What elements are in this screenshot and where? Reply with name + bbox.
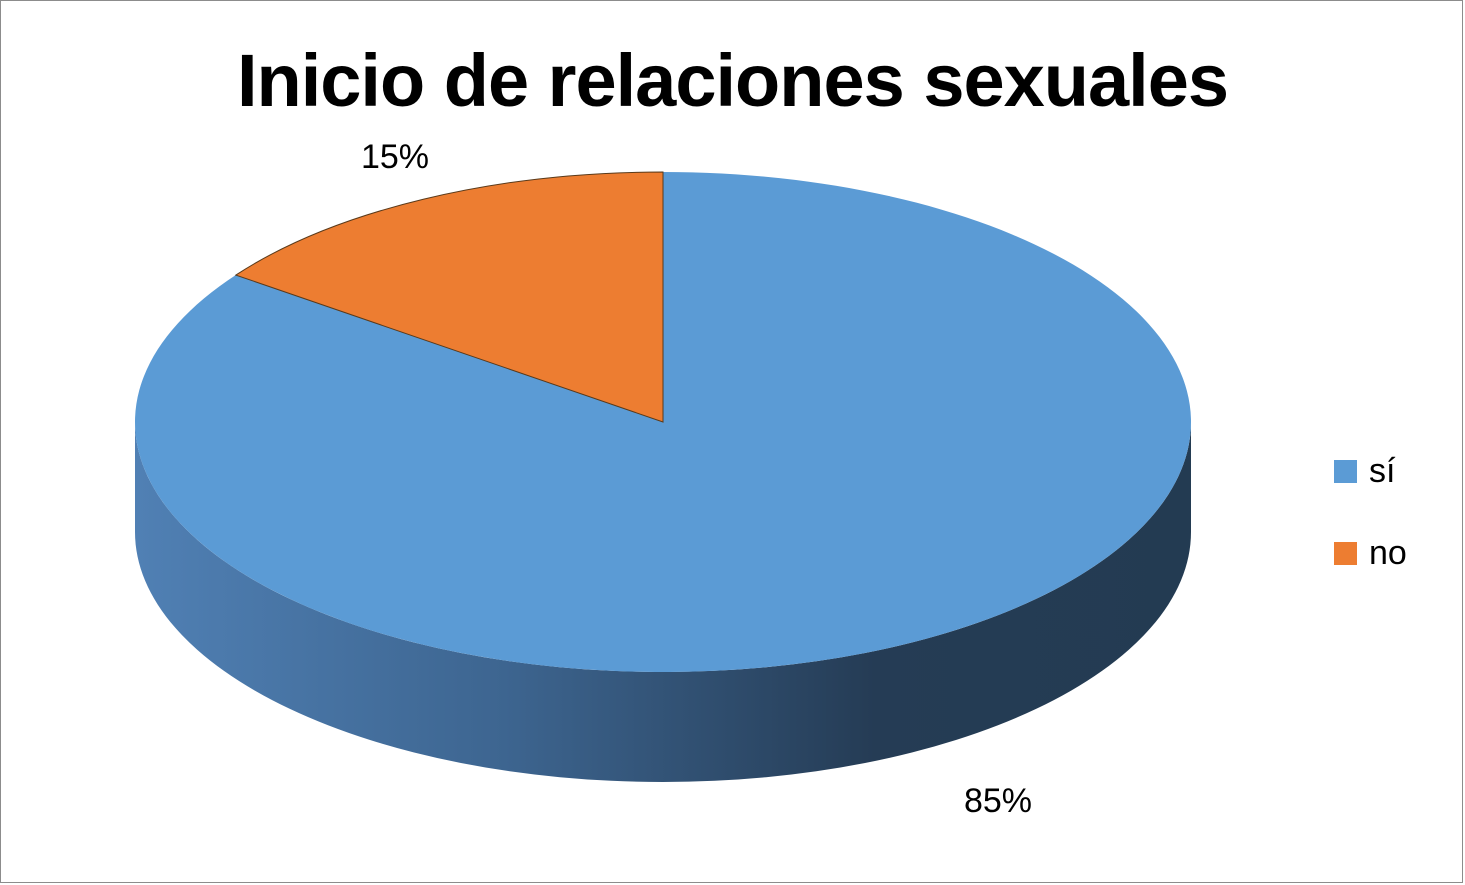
pie-slice-no bbox=[234, 171, 664, 423]
data-label-si: 85% bbox=[964, 782, 1032, 820]
legend: sí no bbox=[1334, 450, 1407, 614]
legend-swatch-no bbox=[1334, 541, 1357, 565]
data-label-no: 15% bbox=[361, 138, 429, 176]
legend-item-si: sí bbox=[1334, 450, 1407, 492]
chart-title: Inicio de relaciones sexuales bbox=[236, 39, 1229, 122]
pie-side-wall bbox=[135, 422, 1191, 782]
legend-swatch-si bbox=[1334, 459, 1357, 483]
legend-label-no: no bbox=[1369, 533, 1407, 572]
legend-label-si: sí bbox=[1369, 451, 1396, 490]
legend-item-no: no bbox=[1334, 532, 1407, 574]
